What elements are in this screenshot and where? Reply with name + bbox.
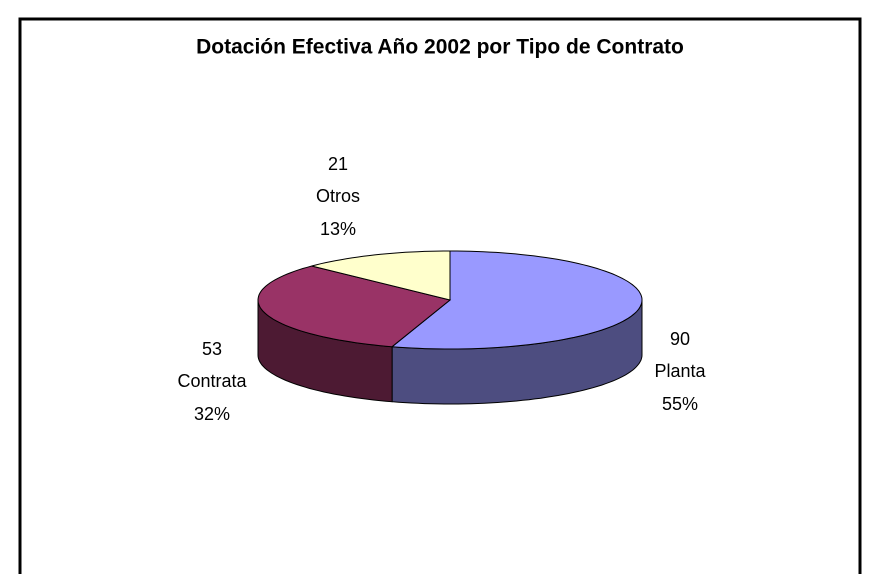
data-label-value: 21 [328,154,348,174]
slice [390,250,643,350]
data-label-category: Contrata [177,371,247,391]
data-label-percent: 55% [662,394,698,414]
slice [311,250,451,301]
chart-title: Dotación Efectiva Año 2002 por Tipo de C… [196,36,684,59]
data-label-percent: 32% [194,404,230,424]
data-label-percent: 13% [320,219,356,239]
data-label-category: Planta [654,361,706,381]
data-label-category: Otros [316,186,360,206]
chart-frame [18,17,862,574]
data-label-value: 53 [202,339,222,359]
slice [257,265,452,348]
data-label-value: 90 [670,329,690,349]
